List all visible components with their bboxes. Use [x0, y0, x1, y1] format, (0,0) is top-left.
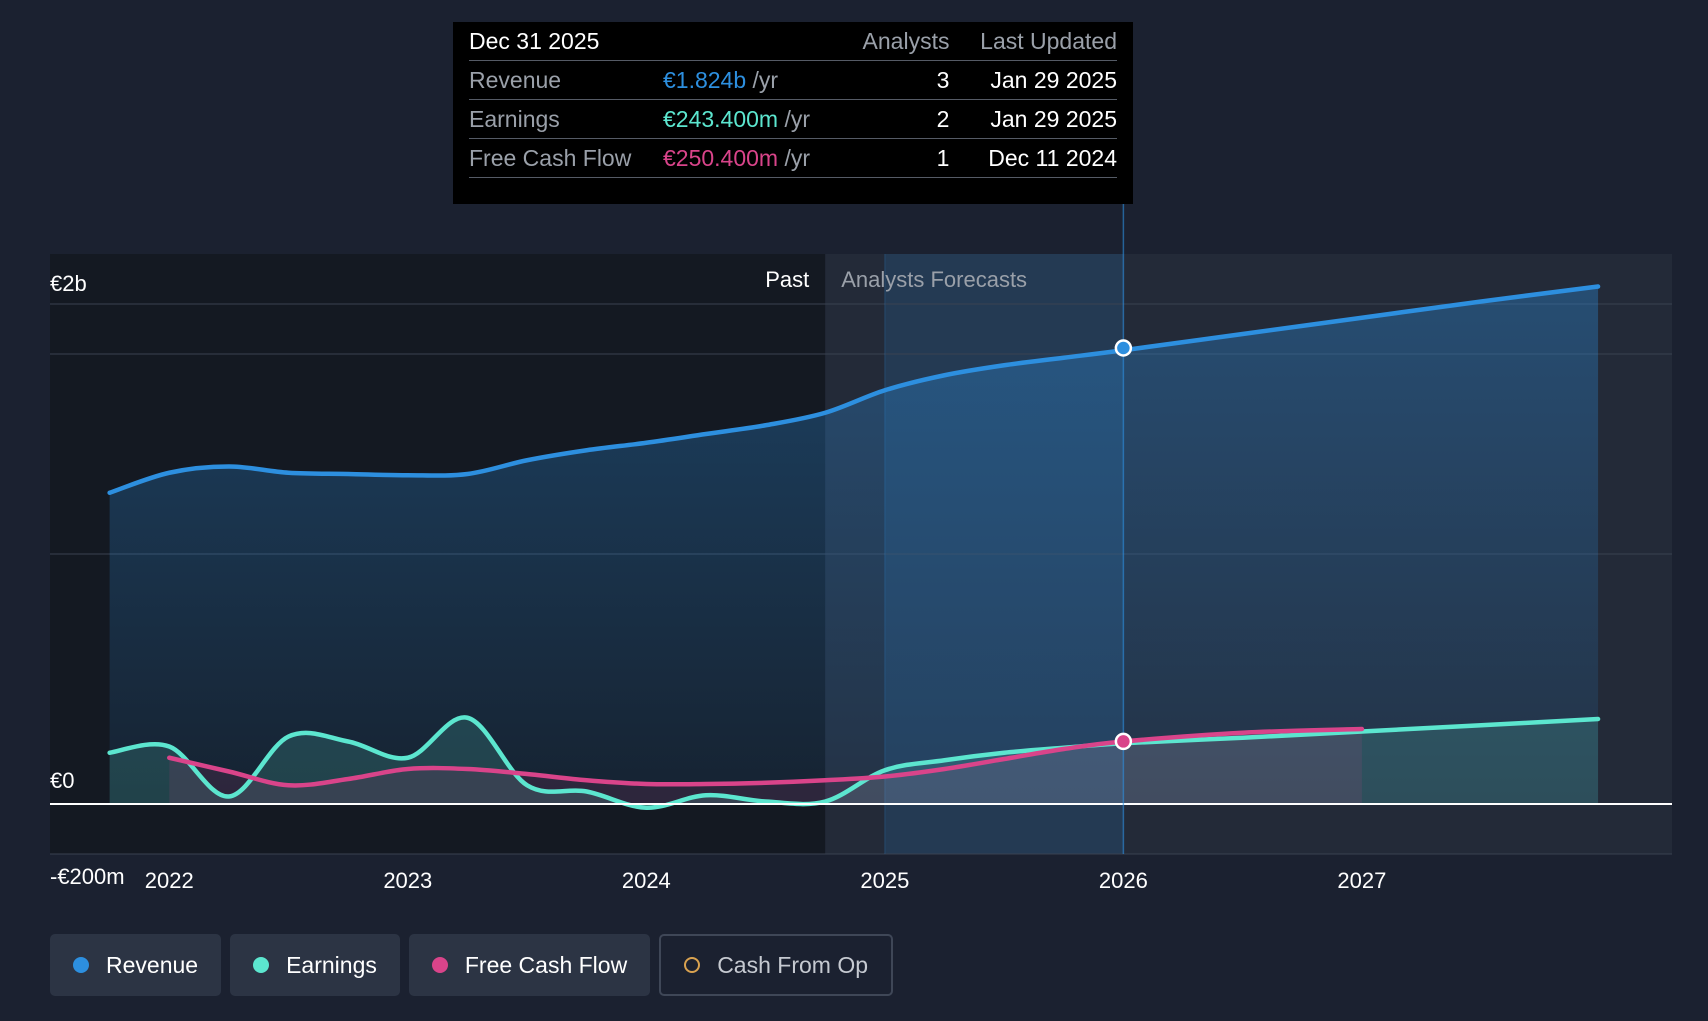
legend: Revenue Earnings Free Cash Flow Cash Fro…	[50, 934, 894, 996]
tooltip-updated: Dec 11 2024	[988, 144, 1117, 171]
legend-label: Revenue	[106, 951, 199, 978]
tooltip-row-free-cash-flow: Free Cash Flow €250.400m /yr 1 Dec 11 20…	[469, 139, 1117, 178]
dot-icon	[253, 957, 270, 973]
tooltip-row-earnings: Earnings €243.400m /yr 2 Jan 29 2025	[469, 100, 1117, 139]
tooltip-analysts: 3	[936, 66, 950, 93]
tooltip-header-row: Dec 31 2025 Analysts Last Updated	[469, 22, 1117, 61]
y-tick-label: €2b	[50, 271, 87, 296]
tooltip-updated: Jan 29 2025	[990, 66, 1117, 93]
tooltip: Dec 31 2025 Analysts Last Updated Revenu…	[453, 22, 1133, 204]
revenue-area	[109, 286, 1599, 804]
tooltip-unit: /yr	[752, 66, 779, 93]
forecast-label: Analysts Forecasts	[841, 267, 1027, 292]
tooltip-metric: Free Cash Flow	[469, 144, 632, 171]
revenue-line	[107, 284, 1601, 495]
past-label: Past	[765, 267, 809, 292]
legend-label: Cash From Op	[717, 951, 869, 978]
tooltip-updated: Jan 29 2025	[990, 105, 1117, 132]
x-tick-label: 2024	[622, 868, 671, 893]
x-tick-label: 2022	[145, 868, 194, 893]
x-tick-label: 2027	[1337, 868, 1386, 893]
y-tick-label: €0	[50, 768, 74, 793]
earnings-line	[107, 715, 1601, 811]
tooltip-row-revenue: Revenue €1.824b /yr 3 Jan 29 2025	[469, 61, 1117, 100]
dot-icon	[73, 957, 89, 973]
tooltip-value: €243.400m	[663, 105, 779, 132]
legend-free-cash-flow-button[interactable]: Free Cash Flow	[408, 934, 651, 996]
tooltip-col-last-updated: Last Updated	[980, 27, 1117, 54]
tooltip-value: €250.400m	[663, 144, 779, 171]
tooltip-unit: /yr	[784, 144, 811, 171]
legend-label: Free Cash Flow	[464, 951, 628, 978]
free-cash-flow-line	[167, 726, 1365, 788]
tooltip-metric: Earnings	[469, 105, 560, 132]
x-tick-label: 2025	[860, 868, 909, 893]
tooltip-analysts: 1	[936, 144, 950, 171]
circle-outline-icon	[684, 957, 701, 973]
tooltip-col-analysts: Analysts	[862, 27, 950, 54]
x-tick-label: 2026	[1099, 868, 1148, 893]
legend-revenue-button[interactable]: Revenue	[50, 934, 222, 996]
tooltip-date: Dec 31 2025	[469, 27, 600, 54]
x-tick-label: 2023	[383, 868, 432, 893]
tooltip-value: €1.824b	[663, 66, 747, 93]
free-cash-flow-area	[169, 729, 1362, 804]
tooltip-unit: /yr	[784, 105, 811, 132]
tooltip-analysts: 2	[936, 105, 950, 132]
y-tick-label: -€200m	[50, 864, 125, 889]
free-cash-flow-hover-marker	[1114, 732, 1133, 751]
legend-label: Earnings	[286, 951, 377, 978]
tooltip-table: Dec 31 2025 Analysts Last Updated Revenu…	[469, 22, 1117, 178]
tooltip-metric: Revenue	[469, 66, 562, 93]
revenue-hover-marker	[1114, 339, 1133, 357]
dot-icon	[431, 957, 448, 973]
legend-cash-from-op-button[interactable]: Cash From Op	[659, 934, 894, 996]
legend-earnings-button[interactable]: Earnings	[230, 934, 400, 996]
